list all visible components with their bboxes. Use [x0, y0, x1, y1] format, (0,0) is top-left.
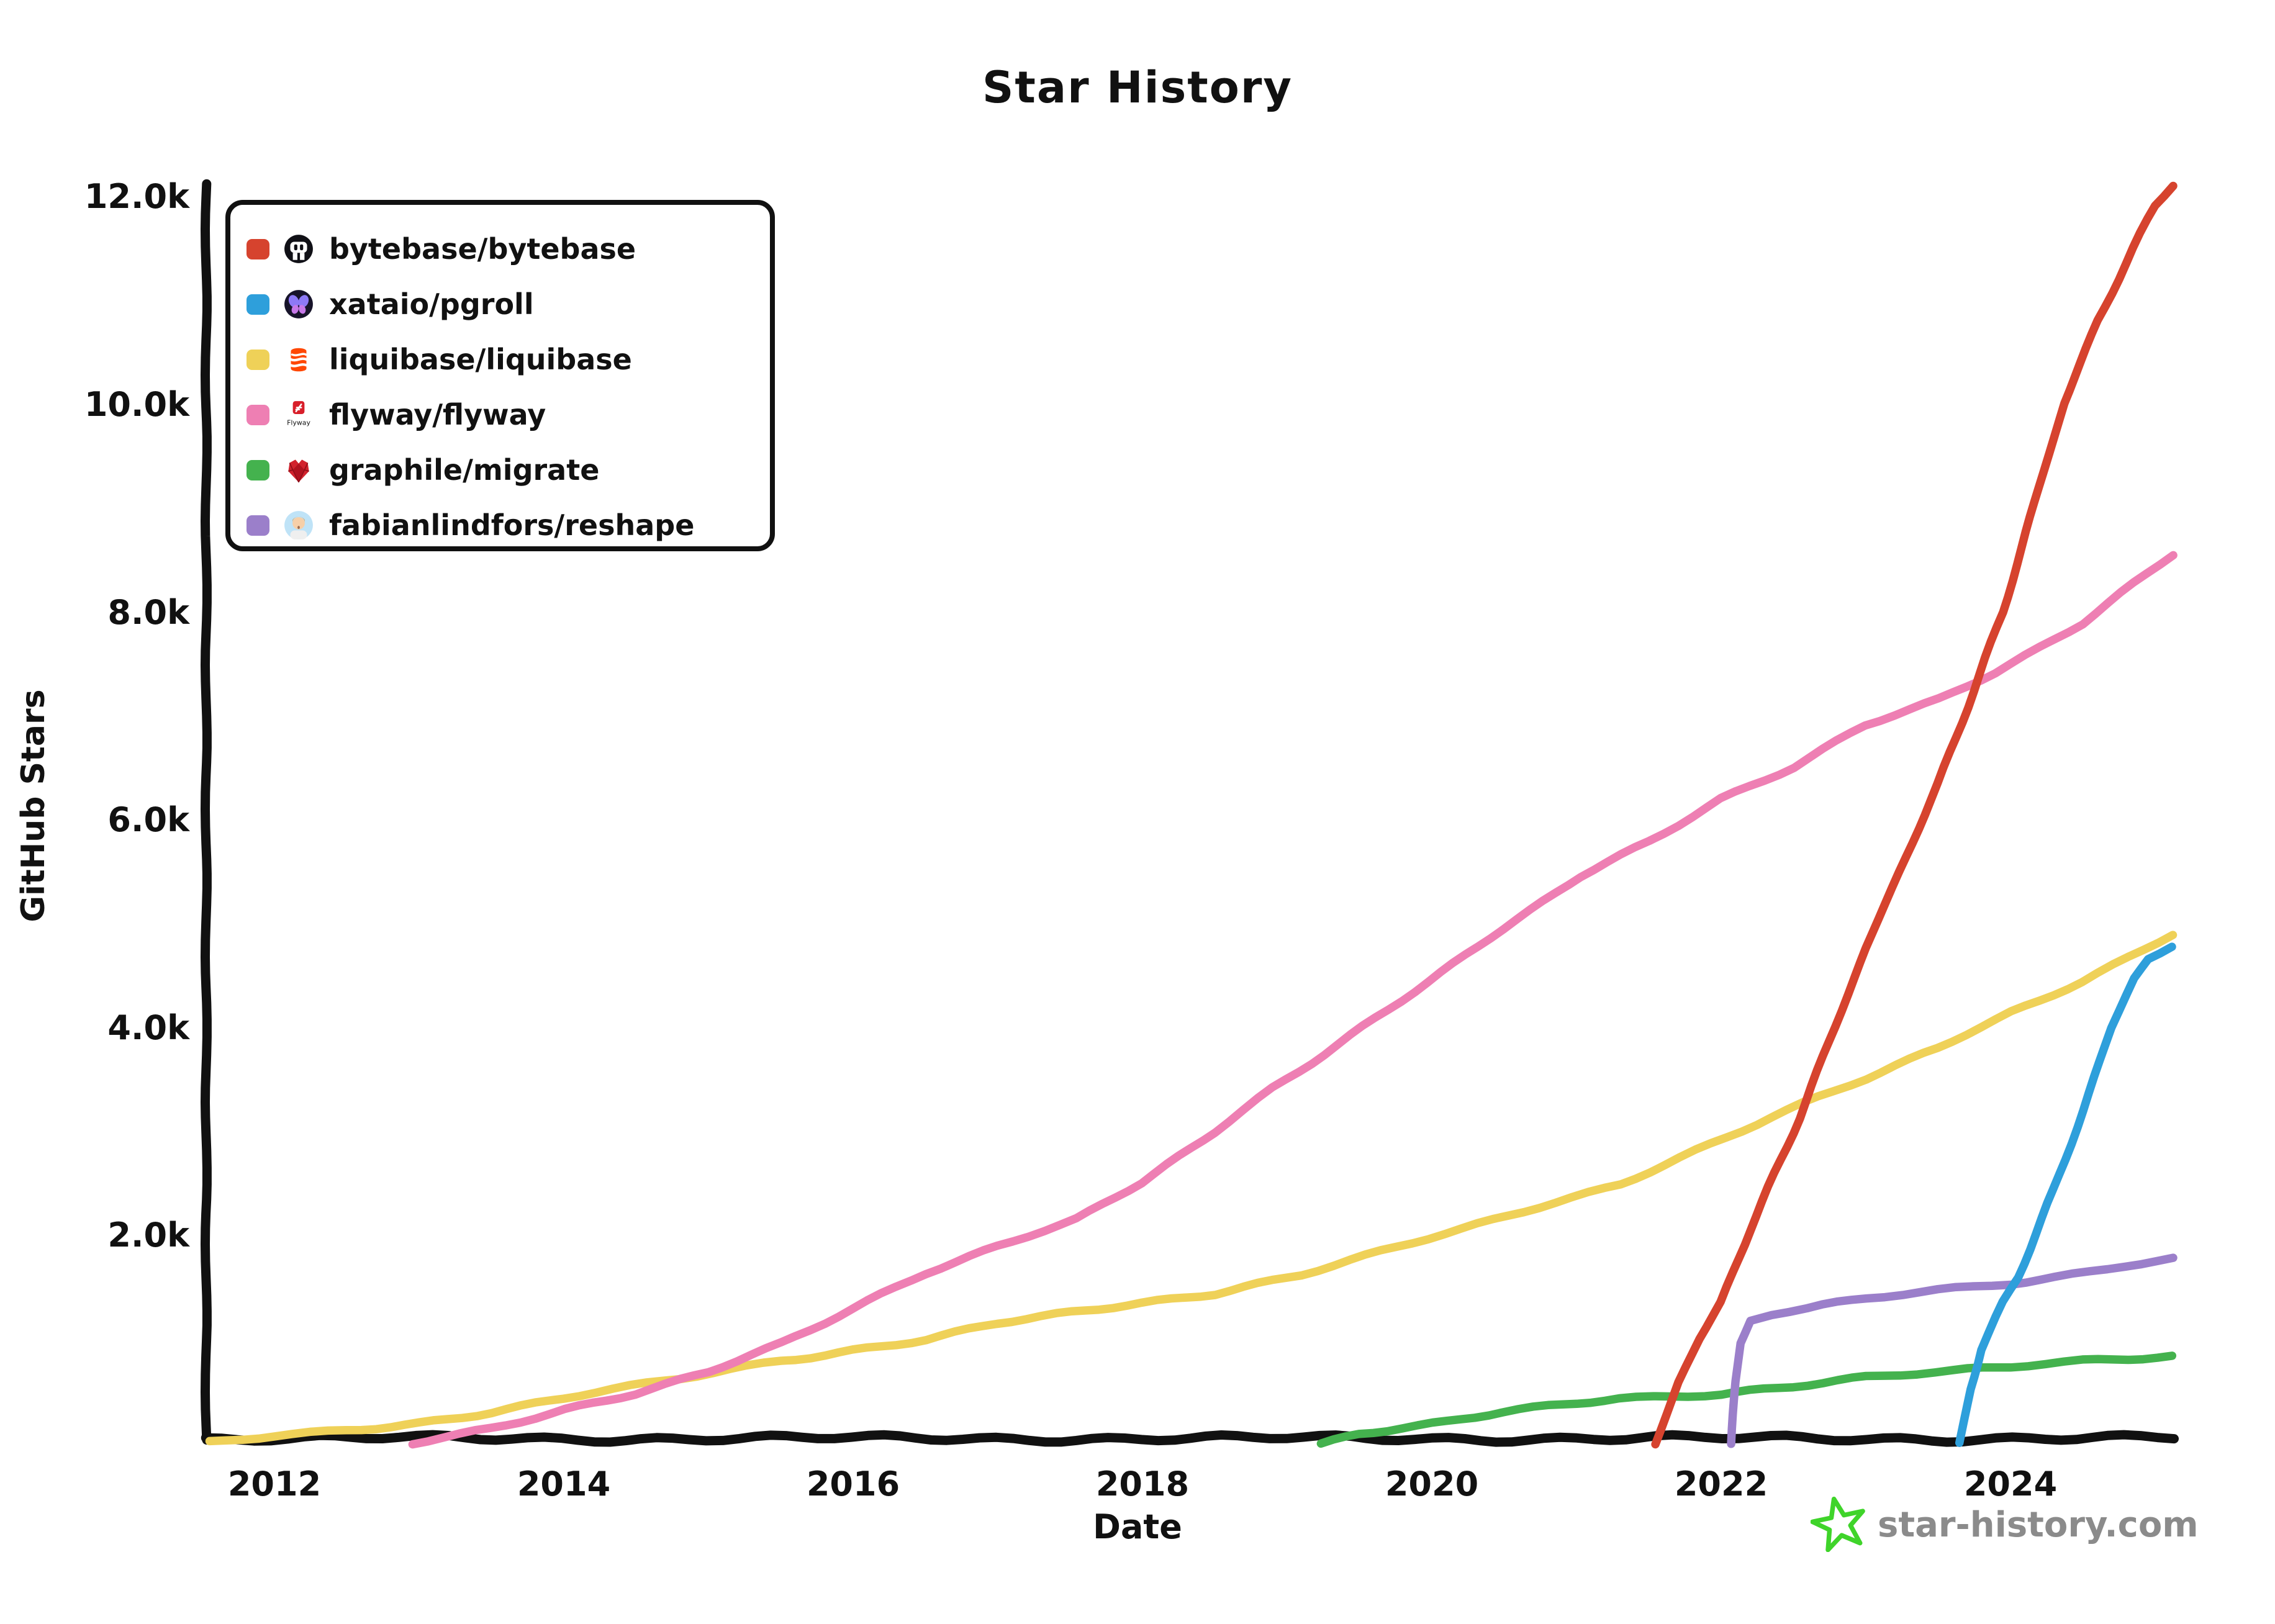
star-doodle-icon — [1810, 1495, 1868, 1554]
svg-text:Flyway: Flyway — [287, 419, 310, 427]
legend: bytebase/bytebase xataio/pgroll — [225, 200, 775, 551]
legend-item-bytebase: bytebase/bytebase — [246, 230, 636, 268]
site-link[interactable]: star-history.com — [1878, 1504, 2199, 1545]
y-tick-6k: 6.0k — [107, 800, 189, 839]
x-tick-2024: 2024 — [1963, 1464, 2058, 1504]
legend-swatch-flyway — [246, 404, 269, 425]
x-tick-2014: 2014 — [517, 1464, 611, 1504]
legend-item-pgroll: xataio/pgroll — [246, 285, 534, 323]
x-tick-2020: 2020 — [1385, 1464, 1479, 1504]
x-tick-2022: 2022 — [1674, 1464, 1768, 1504]
flyway-logo-icon: Flyway — [283, 399, 314, 430]
legend-label: flyway/flyway — [329, 398, 546, 431]
legend-swatch-migrate — [246, 459, 269, 480]
legend-label: graphile/migrate — [329, 453, 600, 487]
y-tick-10k: 10.0k — [84, 385, 189, 424]
x-axis-label: Date — [1093, 1507, 1182, 1546]
xata-butterfly-icon — [283, 289, 314, 320]
gem-heart-icon — [283, 454, 314, 485]
legend-label: xataio/pgroll — [329, 287, 534, 321]
x-tick-2016: 2016 — [806, 1464, 900, 1504]
legend-item-reshape: fabianlindfors/reshape — [246, 506, 694, 544]
legend-label: bytebase/bytebase — [329, 232, 636, 266]
legend-swatch-reshape — [246, 515, 269, 536]
y-tick-4k: 4.0k — [107, 1008, 189, 1047]
y-tick-12k: 12.0k — [84, 177, 189, 216]
legend-label: liquibase/liquibase — [329, 343, 632, 376]
x-tick-2018: 2018 — [1095, 1464, 1190, 1504]
y-tick-2k: 2.0k — [107, 1216, 189, 1255]
legend-item-flyway: Flyway flyway/flyway — [246, 395, 546, 434]
legend-item-liquibase: liquibase/liquibase — [246, 340, 632, 379]
person-avatar-icon — [283, 510, 314, 541]
footer-brand: star-history.com — [1810, 1495, 2199, 1554]
liquibase-logo-icon — [283, 344, 314, 375]
x-tick-2012: 2012 — [227, 1464, 322, 1504]
legend-label: fabianlindfors/reshape — [329, 508, 695, 542]
chart-title: Star History — [982, 62, 1293, 113]
y-tick-8k: 8.0k — [107, 593, 189, 632]
legend-swatch-liquibase — [246, 349, 269, 370]
legend-swatch-pgroll — [246, 294, 269, 315]
legend-item-migrate: graphile/migrate — [246, 451, 599, 489]
bytebase-avatar-icon — [283, 233, 314, 264]
legend-swatch-bytebase — [246, 238, 269, 259]
